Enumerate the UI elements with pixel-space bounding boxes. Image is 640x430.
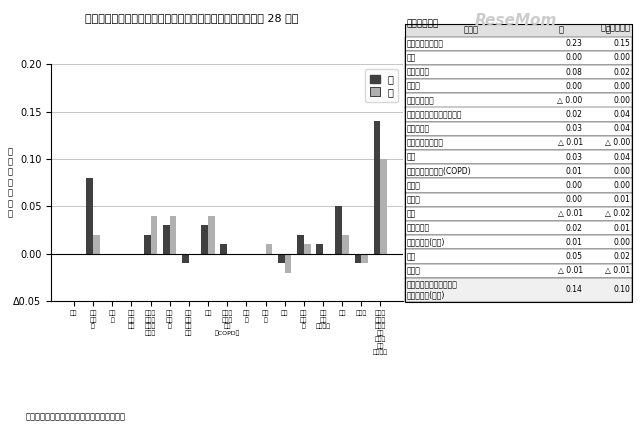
Text: 図１　平均寿命の前年との差に対する死因別寄与年数（平成 28 年）: 図１ 平均寿命の前年との差に対する死因別寄与年数（平成 28 年） bbox=[85, 13, 299, 23]
Text: 0.00: 0.00 bbox=[613, 238, 630, 247]
Bar bbox=[278, 254, 285, 263]
Text: 0.15: 0.15 bbox=[614, 39, 630, 48]
Text: 男: 男 bbox=[558, 26, 563, 34]
Bar bbox=[355, 254, 362, 263]
Bar bbox=[374, 121, 381, 254]
Text: 0.00: 0.00 bbox=[613, 181, 630, 190]
Text: 0.08: 0.08 bbox=[566, 68, 582, 77]
Y-axis label: 寄
与
年
数
（
年
）: 寄 与 年 数 （ 年 ） bbox=[8, 147, 13, 218]
Text: 0.01: 0.01 bbox=[614, 195, 630, 204]
Text: 老衰: 老衰 bbox=[407, 209, 416, 218]
Text: その他: その他 bbox=[407, 266, 421, 275]
Bar bbox=[266, 244, 272, 254]
Text: 計（前年との差）: 計（前年との差） bbox=[407, 39, 444, 48]
Text: 0.23: 0.23 bbox=[566, 39, 582, 48]
Bar bbox=[150, 216, 157, 254]
Text: 0.04: 0.04 bbox=[613, 153, 630, 162]
Text: 0.00: 0.00 bbox=[613, 53, 630, 62]
Text: 【寄与年数】: 【寄与年数】 bbox=[406, 19, 438, 28]
Text: 女: 女 bbox=[606, 26, 611, 34]
Text: 0.00: 0.00 bbox=[566, 53, 582, 62]
Text: 脳血管疾患: 脳血管疾患 bbox=[407, 124, 430, 133]
Text: 心疾患（高血圧性を除く）: 心疾患（高血圧性を除く） bbox=[407, 110, 463, 119]
Bar bbox=[304, 244, 310, 254]
Text: 自殺: 自殺 bbox=[407, 252, 416, 261]
Bar bbox=[297, 235, 304, 254]
Bar bbox=[163, 225, 170, 254]
Text: 0.00: 0.00 bbox=[613, 167, 630, 176]
Text: 0.02: 0.02 bbox=[614, 252, 630, 261]
Bar bbox=[208, 216, 215, 254]
Text: 0.10: 0.10 bbox=[614, 286, 630, 295]
Bar bbox=[221, 244, 227, 254]
Text: 0.00: 0.00 bbox=[566, 195, 582, 204]
Text: 糖尿病: 糖尿病 bbox=[407, 82, 421, 91]
Text: 0.02: 0.02 bbox=[566, 224, 582, 233]
Bar bbox=[144, 235, 150, 254]
Bar bbox=[342, 235, 349, 254]
Text: 腎不全: 腎不全 bbox=[407, 195, 421, 204]
Text: 0.04: 0.04 bbox=[613, 110, 630, 119]
Text: 0.02: 0.02 bbox=[614, 68, 630, 77]
Text: 悪性新生物、心疾患及び
脳血管疾患(再掲): 悪性新生物、心疾患及び 脳血管疾患(再掲) bbox=[407, 280, 458, 300]
Text: 肺炎: 肺炎 bbox=[407, 153, 416, 162]
Bar bbox=[285, 254, 291, 273]
Text: ReseMom: ReseMom bbox=[474, 13, 557, 28]
Text: △ 0.02: △ 0.02 bbox=[605, 209, 630, 218]
Text: 0.00: 0.00 bbox=[613, 82, 630, 91]
Text: 注：交通事故は、不慮の事故の再掲である。: 注：交通事故は、不慮の事故の再掲である。 bbox=[26, 412, 125, 421]
Text: 0.14: 0.14 bbox=[566, 286, 582, 295]
Text: △ 0.01: △ 0.01 bbox=[605, 266, 630, 275]
Text: 0.01: 0.01 bbox=[566, 238, 582, 247]
Legend: 男, 女: 男, 女 bbox=[365, 69, 398, 102]
Text: △ 0.01: △ 0.01 bbox=[557, 209, 582, 218]
Text: 大動脈瘤及び解離: 大動脈瘤及び解離 bbox=[407, 138, 444, 147]
Bar bbox=[182, 254, 189, 263]
Text: 0.00: 0.00 bbox=[613, 96, 630, 105]
Text: △ 0.01: △ 0.01 bbox=[557, 138, 582, 147]
Text: 0.03: 0.03 bbox=[566, 153, 582, 162]
Text: 結核: 結核 bbox=[407, 53, 416, 62]
Text: 肝疾患: 肝疾患 bbox=[407, 181, 421, 190]
Text: 悪性新生物: 悪性新生物 bbox=[407, 68, 430, 77]
Text: 交通事故(再掲): 交通事故(再掲) bbox=[407, 238, 445, 247]
Bar bbox=[93, 235, 100, 254]
Bar bbox=[362, 254, 368, 263]
Text: 0.01: 0.01 bbox=[614, 224, 630, 233]
Text: （単位：年）: （単位：年） bbox=[600, 24, 630, 33]
Text: 0.05: 0.05 bbox=[566, 252, 582, 261]
Text: 0.01: 0.01 bbox=[566, 167, 582, 176]
Bar bbox=[316, 244, 323, 254]
Text: 0.00: 0.00 bbox=[566, 82, 582, 91]
Text: 0.02: 0.02 bbox=[566, 110, 582, 119]
Text: △ 0.00: △ 0.00 bbox=[557, 96, 582, 105]
Bar bbox=[202, 225, 208, 254]
Text: △ 0.01: △ 0.01 bbox=[557, 266, 582, 275]
Text: 不慮の事故: 不慮の事故 bbox=[407, 224, 430, 233]
Text: 0.04: 0.04 bbox=[613, 124, 630, 133]
Text: △ 0.00: △ 0.00 bbox=[605, 138, 630, 147]
Text: 慢性閉塞性肺疾患(COPD): 慢性閉塞性肺疾患(COPD) bbox=[407, 167, 472, 176]
Text: 死　因: 死 因 bbox=[463, 26, 479, 34]
Bar bbox=[335, 206, 342, 254]
Text: 0.00: 0.00 bbox=[566, 181, 582, 190]
Bar bbox=[381, 159, 387, 254]
Text: 高血圧性疾患: 高血圧性疾患 bbox=[407, 96, 435, 105]
Bar bbox=[86, 178, 93, 254]
Bar bbox=[170, 216, 177, 254]
Text: 0.03: 0.03 bbox=[566, 124, 582, 133]
